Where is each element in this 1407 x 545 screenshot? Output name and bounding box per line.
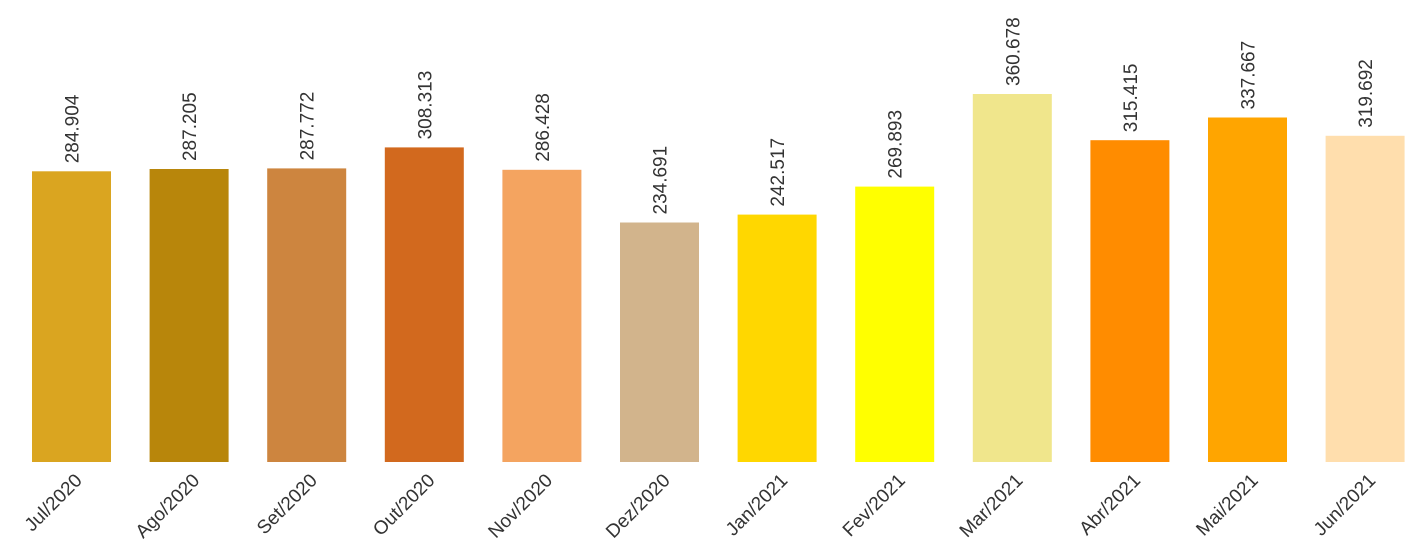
- bar-fev-2021: [855, 186, 935, 462]
- x-tick-label: Jun/2021: [1310, 470, 1380, 540]
- x-tick-label: Fev/2021: [839, 470, 910, 541]
- bar-dez-2020: [620, 222, 699, 462]
- value-label: 308.313: [415, 71, 436, 140]
- value-label: 287.205: [180, 92, 201, 161]
- bar-mar-2021: [972, 94, 1052, 462]
- bar-jun-2021: [1325, 135, 1405, 463]
- bar-mai-2021: [1208, 117, 1287, 462]
- x-tick-label: Abr/2021: [1076, 470, 1145, 539]
- value-label: 287.772: [298, 92, 319, 161]
- bar-nov-2020: [502, 169, 582, 463]
- bar-jul-2020: [32, 171, 111, 463]
- bar-jan-2021: [737, 214, 817, 462]
- x-tick-label: Ago/2020: [132, 470, 204, 542]
- bar-abr-2021: [1090, 140, 1170, 462]
- x-tick-label: Out/2020: [369, 470, 439, 540]
- value-label: 286.428: [533, 93, 554, 162]
- bar-ago-2020: [149, 169, 229, 462]
- x-tick-label: Dez/2020: [602, 470, 674, 542]
- value-label: 269.893: [886, 110, 907, 179]
- value-label: 319.692: [1356, 59, 1377, 128]
- value-label: 337.667: [1239, 41, 1260, 110]
- value-label: 315.415: [1121, 64, 1142, 133]
- bar-out-2020: [384, 147, 464, 462]
- x-tick-label: Jul/2020: [21, 470, 87, 536]
- value-label: 284.904: [63, 94, 84, 163]
- value-label: 234.691: [651, 146, 672, 215]
- bar-set-2020: [267, 168, 347, 462]
- x-tick-label: Mai/2021: [1192, 470, 1262, 540]
- value-label: 360.678: [1003, 17, 1024, 86]
- value-label: 242.517: [768, 138, 789, 207]
- x-tick-label: Set/2020: [253, 470, 322, 539]
- x-tick-label: Nov/2020: [485, 470, 557, 542]
- x-tick-label: Jan/2021: [722, 470, 792, 540]
- x-tick-label: Mar/2021: [956, 470, 1028, 542]
